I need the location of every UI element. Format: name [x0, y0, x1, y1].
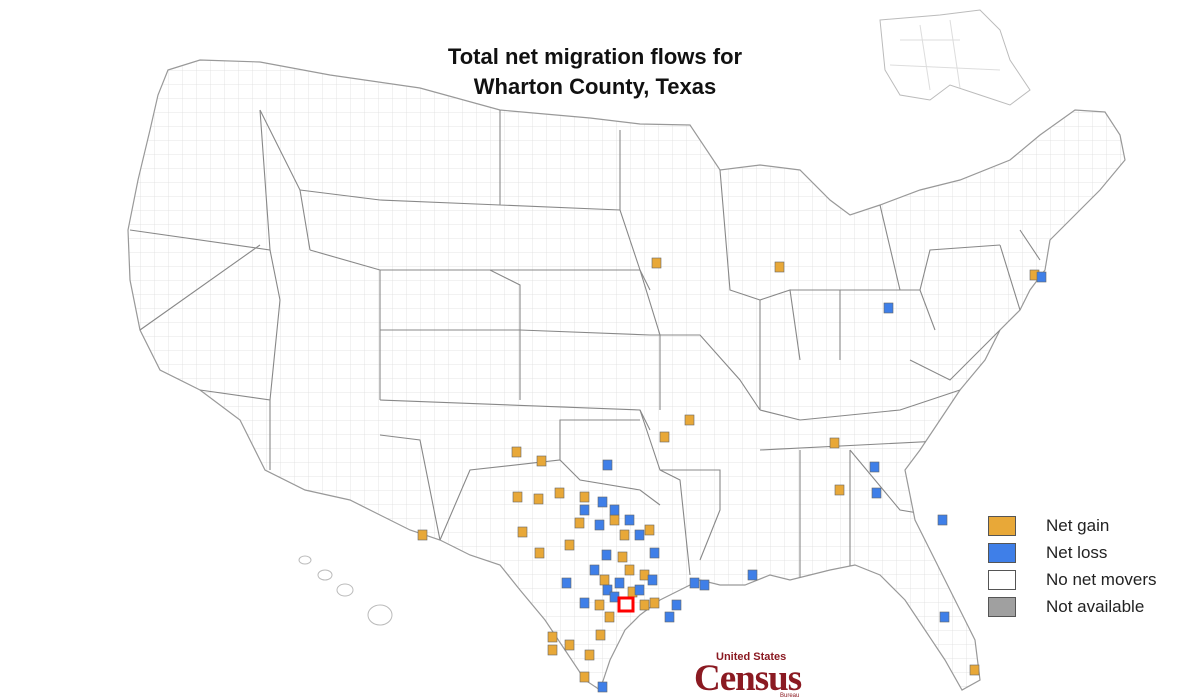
county-net-gain — [644, 524, 655, 536]
county-net-gain — [579, 671, 590, 683]
county-highlights — [417, 257, 1047, 693]
county-net-loss — [699, 579, 710, 591]
legend-swatch-net-loss — [988, 542, 1016, 563]
county-net-gain — [639, 599, 650, 611]
county-net-loss — [579, 597, 590, 609]
county-net-gain — [536, 455, 547, 467]
county-net-loss — [649, 547, 660, 559]
county-net-gain — [649, 597, 660, 609]
county-net-gain — [584, 649, 595, 661]
county-net-gain — [564, 539, 575, 551]
county-net-loss — [671, 599, 682, 611]
county-net-gain — [534, 547, 545, 559]
county-net-gain — [574, 517, 585, 529]
legend-label: Net loss — [1046, 542, 1108, 562]
county-net-gain — [533, 493, 544, 505]
county-net-gain — [599, 574, 610, 586]
county-net-gain — [595, 629, 606, 641]
legend-swatch-net-gain — [988, 515, 1016, 536]
county-net-loss — [602, 584, 613, 596]
county-net-gain — [834, 484, 845, 496]
state-boundaries — [129, 109, 1041, 580]
legend-item-net-gain: Net gain — [988, 512, 1157, 539]
county-net-loss — [597, 496, 608, 508]
census-bureau-logo: United States Census Bureau — [694, 651, 814, 700]
county-net-gain — [624, 564, 635, 576]
county-net-gain — [659, 431, 670, 443]
county-net-loss — [689, 577, 700, 589]
county-net-gain — [969, 664, 980, 676]
county-net-loss — [647, 574, 658, 586]
county-net-gain — [517, 526, 528, 538]
legend-label: Net gain — [1046, 515, 1110, 535]
county-net-gain — [554, 487, 565, 499]
county-net-loss — [1036, 271, 1047, 283]
logo-bottom-text: Bureau — [780, 693, 800, 699]
map-title: Total net migration flows for Wharton Co… — [0, 42, 1190, 102]
legend: Net gain Net loss No net movers Not avai… — [988, 512, 1157, 620]
hawaii-islands — [298, 555, 393, 626]
alaska-counties — [889, 19, 1001, 91]
county-net-gain — [547, 644, 558, 656]
title-line-1: Total net migration flows for — [447, 44, 743, 69]
legend-swatch-no-net-movers — [988, 569, 1016, 590]
county-net-loss — [594, 519, 605, 531]
county-net-gain — [511, 446, 522, 458]
county-net-gain — [639, 569, 650, 581]
county-net-loss — [609, 504, 620, 516]
logo-main-text: Census — [694, 658, 802, 699]
county-net-gain — [774, 261, 785, 273]
county-net-gain — [829, 437, 840, 449]
legend-swatch-not-available — [988, 596, 1016, 617]
county-net-gain — [684, 414, 695, 426]
county-net-loss — [871, 487, 882, 499]
home-county-wharton — [617, 596, 635, 613]
legend-label: No net movers — [1046, 569, 1157, 589]
legend-item-not-available: Not available — [988, 593, 1157, 620]
county-net-gain — [594, 599, 605, 611]
county-net-loss — [634, 584, 645, 596]
county-net-loss — [579, 504, 590, 516]
county-net-loss — [883, 302, 894, 314]
county-net-loss — [939, 611, 950, 623]
legend-item-no-net-movers: No net movers — [988, 566, 1157, 593]
alaska-outline — [879, 9, 1031, 106]
county-net-gain — [579, 491, 590, 503]
county-net-loss — [614, 577, 625, 589]
logo-top-text: United States — [716, 651, 787, 663]
county-net-gain — [512, 491, 523, 503]
county-net-loss — [624, 514, 635, 526]
county-net-loss — [601, 549, 612, 561]
county-net-loss — [869, 461, 880, 473]
county-net-gain — [564, 639, 575, 651]
county-net-gain — [604, 611, 615, 623]
county-net-gain — [417, 529, 428, 541]
title-line-2: Wharton County, Texas — [473, 74, 717, 99]
county-net-gain — [619, 529, 630, 541]
county-net-gain — [617, 551, 628, 563]
county-net-loss — [602, 459, 613, 471]
county-net-loss — [589, 564, 600, 576]
legend-label: Not available — [1046, 596, 1145, 616]
county-net-gain — [547, 631, 558, 643]
county-net-loss — [597, 681, 608, 693]
county-net-loss — [747, 569, 758, 581]
county-net-loss — [937, 514, 948, 526]
county-net-loss — [664, 611, 675, 623]
county-net-gain — [609, 514, 620, 526]
county-net-loss — [561, 577, 572, 589]
legend-item-net-loss: Net loss — [988, 539, 1157, 566]
county-net-gain — [651, 257, 662, 269]
county-net-loss — [634, 529, 645, 541]
